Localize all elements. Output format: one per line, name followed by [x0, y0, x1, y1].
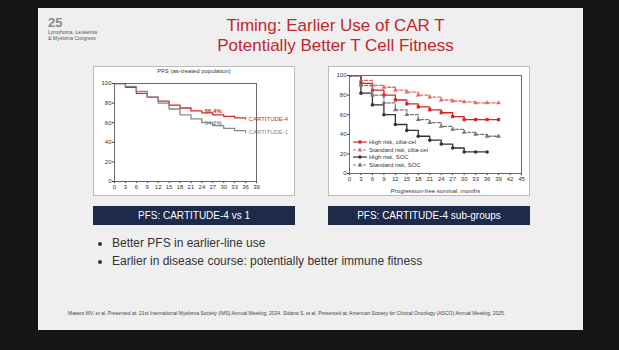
- svg-text:12: 12: [155, 184, 162, 190]
- html-text:High risk, SOC: High risk, SOC: [369, 154, 409, 160]
- html-text:Mateos MV, et al. Presented at: Mateos MV, et al. Presented at: 21st Int…: [68, 310, 506, 316]
- svg-text:CARTITUDE-4: CARTITUDE-4: [249, 116, 289, 122]
- svg-text:30: 30: [461, 176, 468, 182]
- svg-text:20: 20: [340, 151, 347, 157]
- svg-text:9: 9: [382, 176, 386, 182]
- svg-text:40: 40: [340, 131, 347, 137]
- svg-text:27: 27: [209, 184, 216, 190]
- svg-text:39: 39: [495, 176, 502, 182]
- svg-text:66.4%: 66.4%: [205, 108, 223, 114]
- html-text:Earlier in disease course: pot: Earlier in disease course: potentially b…: [112, 254, 423, 268]
- svg-text:21: 21: [426, 176, 433, 182]
- svg-text:3: 3: [124, 184, 128, 190]
- svg-text:80: 80: [105, 100, 112, 106]
- svg-text:45: 45: [518, 176, 525, 182]
- svg-text:3: 3: [359, 176, 363, 182]
- svg-text:39: 39: [253, 184, 260, 190]
- svg-text:100: 100: [101, 80, 112, 86]
- svg-text:30: 30: [220, 184, 227, 190]
- svg-text:24: 24: [199, 184, 206, 190]
- svg-text:54.2%: 54.2%: [205, 120, 223, 126]
- html-text:High risk, cilta-cel: High risk, cilta-cel: [369, 139, 416, 145]
- html-text:Better PFS in earlier-line use: Better PFS in earlier-line use: [112, 236, 266, 250]
- svg-text:33: 33: [472, 176, 479, 182]
- svg-text:0: 0: [343, 170, 347, 176]
- html-text:Lymphoma, Leukemia: Lymphoma, Leukemia: [48, 29, 97, 35]
- svg-text:24: 24: [438, 176, 445, 182]
- svg-text:33: 33: [231, 184, 238, 190]
- html-text:Standard risk, SOC: Standard risk, SOC: [369, 161, 421, 168]
- svg-text:60: 60: [105, 120, 112, 126]
- svg-text:9: 9: [146, 184, 150, 190]
- svg-text:0: 0: [108, 178, 112, 184]
- html-text:& Myeloma Congress: & Myeloma Congress: [48, 35, 96, 41]
- svg-text:40: 40: [105, 139, 112, 145]
- svg-text:0: 0: [113, 184, 117, 190]
- svg-text:80: 80: [340, 92, 347, 98]
- svg-text:6: 6: [135, 184, 139, 190]
- svg-text:60: 60: [340, 112, 347, 118]
- svg-text:15: 15: [403, 176, 410, 182]
- svg-text:20: 20: [105, 159, 112, 165]
- svg-text:21: 21: [188, 184, 195, 190]
- html-text:25: 25: [48, 15, 63, 30]
- svg-text:27: 27: [449, 176, 456, 182]
- svg-text:42: 42: [507, 176, 514, 182]
- html-text:PFS: CARTITUDE-4 sub-groups: PFS: CARTITUDE-4 sub-groups: [357, 210, 501, 221]
- svg-text:12: 12: [392, 176, 399, 182]
- svg-text:18: 18: [177, 184, 184, 190]
- html-text:Standard risk, cilta-cel: Standard risk, cilta-cel: [369, 146, 428, 153]
- svg-text:Progression-free survival, mon: Progression-free survival, months: [391, 188, 480, 194]
- html-text:Potentially Better T Cell Fitn: Potentially Better T Cell Fitness: [217, 36, 454, 55]
- svg-text:36: 36: [484, 176, 491, 182]
- html-text:PFS: CARTITUDE-4 vs 1: PFS: CARTITUDE-4 vs 1: [138, 210, 250, 221]
- svg-text:6: 6: [371, 176, 375, 182]
- html-text:PFS (as-treated population): PFS (as-treated population): [157, 68, 231, 74]
- svg-text:CARTITUDE-1: CARTITUDE-1: [249, 129, 289, 135]
- svg-text:15: 15: [166, 184, 173, 190]
- html-text:Timing: Earlier Use of CAR T: Timing: Earlier Use of CAR T: [226, 16, 445, 35]
- svg-text:18: 18: [415, 176, 422, 182]
- svg-text:0: 0: [348, 176, 352, 182]
- svg-text:36: 36: [242, 184, 249, 190]
- svg-text:100: 100: [336, 72, 347, 78]
